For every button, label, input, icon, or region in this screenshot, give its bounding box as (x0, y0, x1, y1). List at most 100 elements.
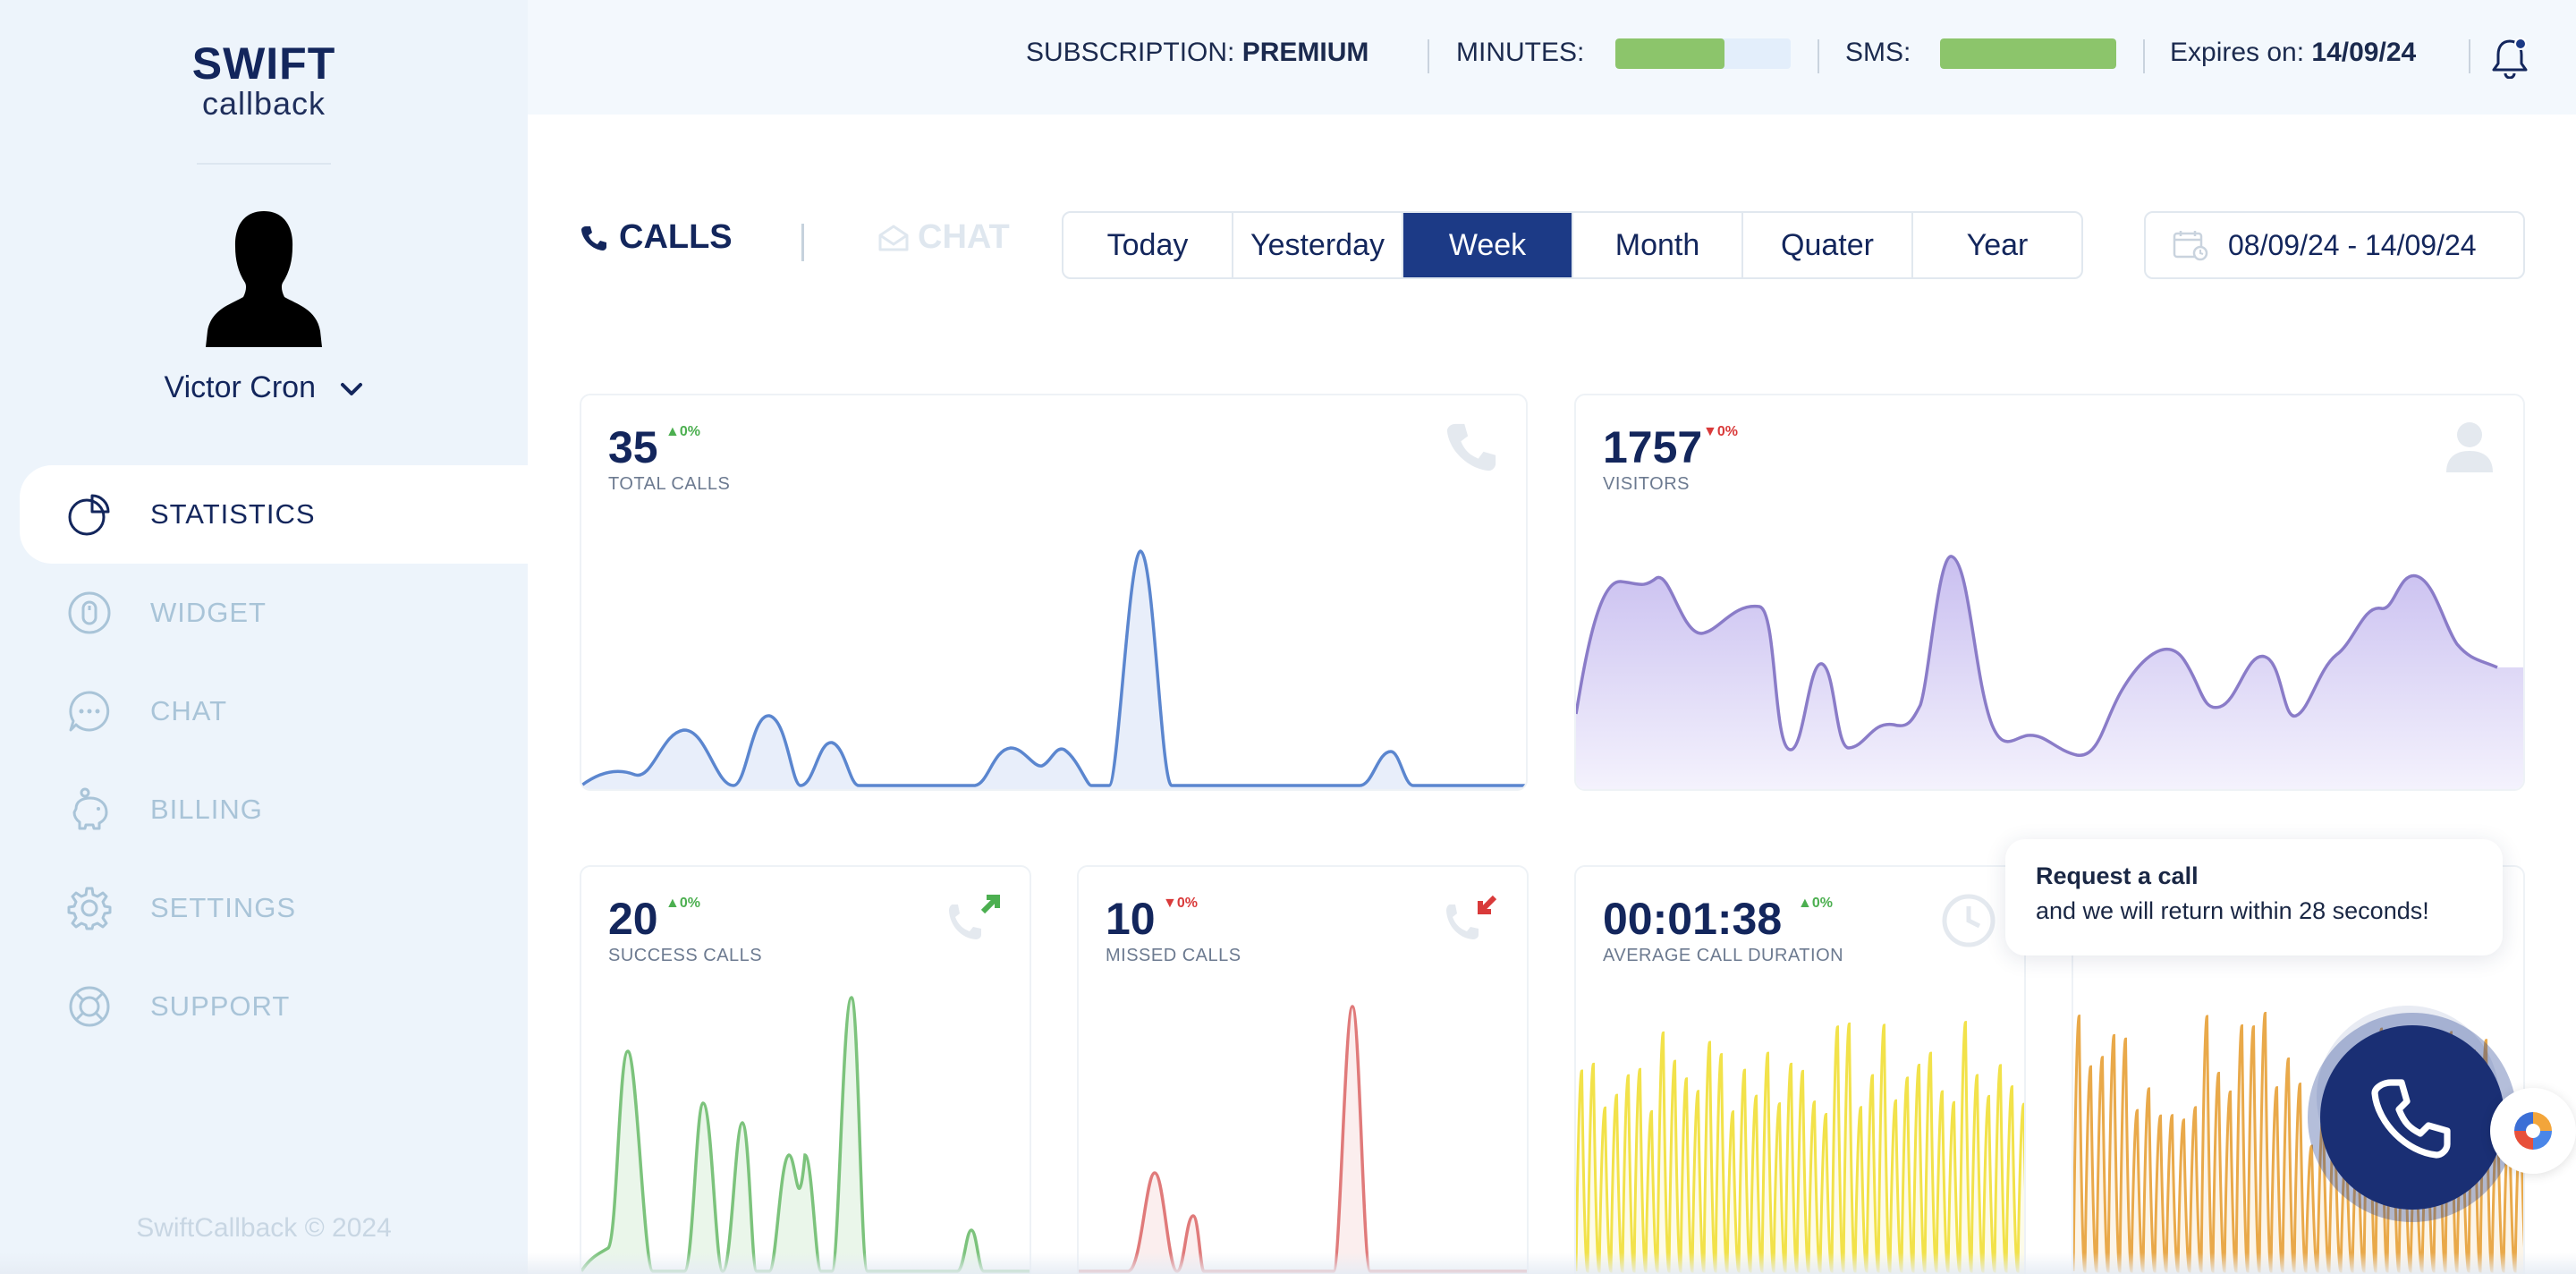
card-success-calls[interactable]: 20 ▲0% SUCCESS CALLS (580, 865, 1031, 1274)
logo-subtitle: callback (201, 85, 326, 122)
period-year[interactable]: Year (1966, 227, 2029, 262)
sidebar-nav: STATISTICS WIDGET CHAT BILLING (20, 465, 528, 1056)
period-month[interactable]: Month (1573, 213, 1743, 277)
sidebar-item-label: WIDGET (150, 597, 267, 628)
piggy-bank-icon (66, 786, 113, 833)
widget-logo-icon (2514, 1112, 2552, 1150)
sms-label: SMS: (1845, 38, 1911, 67)
bell-icon[interactable] (2490, 36, 2529, 79)
top-bar (528, 0, 2576, 115)
missed-call-icon (1446, 895, 1497, 939)
average-duration-label: AVERAGE CALL DURATION (1603, 946, 1844, 965)
sidebar-item-widget[interactable]: WIDGET (20, 564, 528, 662)
card-total-calls[interactable]: 35 ▲0% TOTAL CALLS (580, 394, 1528, 791)
logo-divider (197, 163, 331, 165)
sidebar-item-settings[interactable]: SETTINGS (20, 859, 528, 957)
success-calls-label: SUCCESS CALLS (608, 946, 763, 965)
date-range-picker[interactable]: 08/09/24 - 14/09/24 (2144, 211, 2525, 279)
total-calls-area (581, 551, 1526, 789)
visitors-line (1576, 555, 2498, 757)
clock-icon (1942, 894, 1996, 947)
visitors-area (1576, 556, 2523, 789)
mouse-icon (66, 590, 113, 636)
trend-value: 0% (1811, 896, 1833, 911)
trend-down-icon: ▼ (1703, 424, 1717, 439)
sms-progress (1940, 38, 2116, 69)
copyright: SwiftCallback © 2024 (136, 1213, 392, 1243)
visitors-label: VISITORS (1603, 474, 1690, 494)
envelope-open-icon (878, 225, 909, 251)
period-week[interactable]: Week (1403, 213, 1573, 277)
chat-bubble-icon (66, 688, 113, 735)
total-calls-value: 35 (608, 422, 658, 472)
subscription-status: SUBSCRIPTION: PREMIUM (1026, 38, 1368, 68)
chevron-down-icon (341, 383, 363, 396)
logo[interactable]: SWIFT callback (0, 39, 528, 120)
subscription-value: PREMIUM (1241, 38, 1369, 67)
expiry-label: Expires on: (2170, 38, 2305, 67)
chart-line (1576, 1021, 2024, 1273)
success-calls-area (581, 998, 1030, 1274)
trend-badge: ▲0% (1798, 896, 1833, 912)
visitors-value: 1757 (1603, 422, 1703, 472)
phone-icon (1446, 423, 1496, 471)
phone-icon (2371, 1079, 2451, 1159)
topbar-divider (2143, 39, 2145, 73)
side-widget-button[interactable] (2490, 1088, 2576, 1174)
card-missed-calls[interactable]: 10 ▼0% MISSED CALLS (1077, 865, 1529, 1274)
phone-icon (581, 225, 606, 251)
trend-badge: ▼0% (1703, 424, 1738, 440)
visitors-chart (1576, 555, 2523, 789)
period-selector: Today Yesterday Week Month Quater Year (1062, 211, 2083, 279)
trend-up-icon: ▲ (665, 424, 680, 439)
average-duration-chart (1576, 1021, 2024, 1274)
period-today[interactable]: Today (1063, 213, 1233, 277)
request-call-text: and we will return within 28 seconds! (2036, 897, 2429, 924)
user-icon (2446, 422, 2493, 472)
period-quarter[interactable]: Quater (1743, 213, 1913, 277)
total-calls-label: TOTAL CALLS (608, 474, 731, 494)
card-average-duration[interactable]: 00:01:38 ▲0% AVERAGE CALL DURATION (1574, 865, 2026, 1274)
tab-chat-label: CHAT (918, 218, 1010, 256)
avatar[interactable] (204, 208, 324, 347)
total-calls-chart (581, 549, 1526, 789)
sidebar-item-label: STATISTICS (150, 498, 316, 530)
sidebar-item-label: SUPPORT (150, 990, 291, 1022)
sidebar-item-support[interactable]: SUPPORT (20, 957, 528, 1056)
bottom-edge (0, 1253, 2576, 1274)
sidebar-item-billing[interactable]: BILLING (20, 760, 528, 859)
total-calls-line (581, 549, 1526, 787)
sidebar: SWIFT callback Victor Cron STATISTICS WI… (0, 0, 528, 1274)
minutes-progress-fill (1615, 38, 1724, 69)
expiry-info: Expires on: 14/09/24 (2170, 38, 2416, 68)
subscription-label: SUBSCRIPTION: (1026, 38, 1235, 67)
trend-value: 0% (679, 424, 700, 439)
period-yesterday[interactable]: Yesterday (1233, 213, 1403, 277)
sidebar-item-label: BILLING (150, 794, 263, 825)
missed-calls-value: 10 (1106, 894, 1156, 944)
request-call-popup[interactable]: Request a call and we will return within… (2005, 839, 2503, 956)
trend-badge: ▲0% (665, 424, 700, 440)
average-duration-value: 00:01:38 (1603, 894, 1783, 944)
tab-calls-label: CALLS (619, 218, 733, 256)
minutes-progress (1615, 38, 1791, 69)
sidebar-item-statistics[interactable]: STATISTICS (20, 465, 528, 564)
trend-value: 0% (1716, 424, 1738, 439)
tab-calls[interactable]: CALLS (580, 218, 733, 257)
missed-calls-chart (1079, 1005, 1527, 1274)
topbar-divider (2469, 39, 2470, 73)
request-call-title: Request a call (2036, 862, 2199, 889)
logo-title: SWIFT (191, 38, 336, 89)
pie-chart-icon (66, 491, 113, 538)
user-name: Victor Cron (164, 370, 316, 404)
call-button[interactable] (2320, 1025, 2504, 1210)
tab-chat[interactable]: CHAT (878, 218, 1010, 257)
trend-badge: ▲0% (665, 896, 700, 912)
topbar-divider (1818, 39, 1819, 73)
trend-value: 0% (679, 896, 700, 911)
trend-down-icon: ▼ (1163, 896, 1177, 911)
expiry-date: 14/09/24 (2311, 38, 2417, 67)
user-menu[interactable]: Victor Cron (0, 370, 528, 405)
sidebar-item-chat[interactable]: CHAT (20, 662, 528, 760)
card-visitors[interactable]: 1757 ▼0% VISITORS (1574, 394, 2525, 791)
